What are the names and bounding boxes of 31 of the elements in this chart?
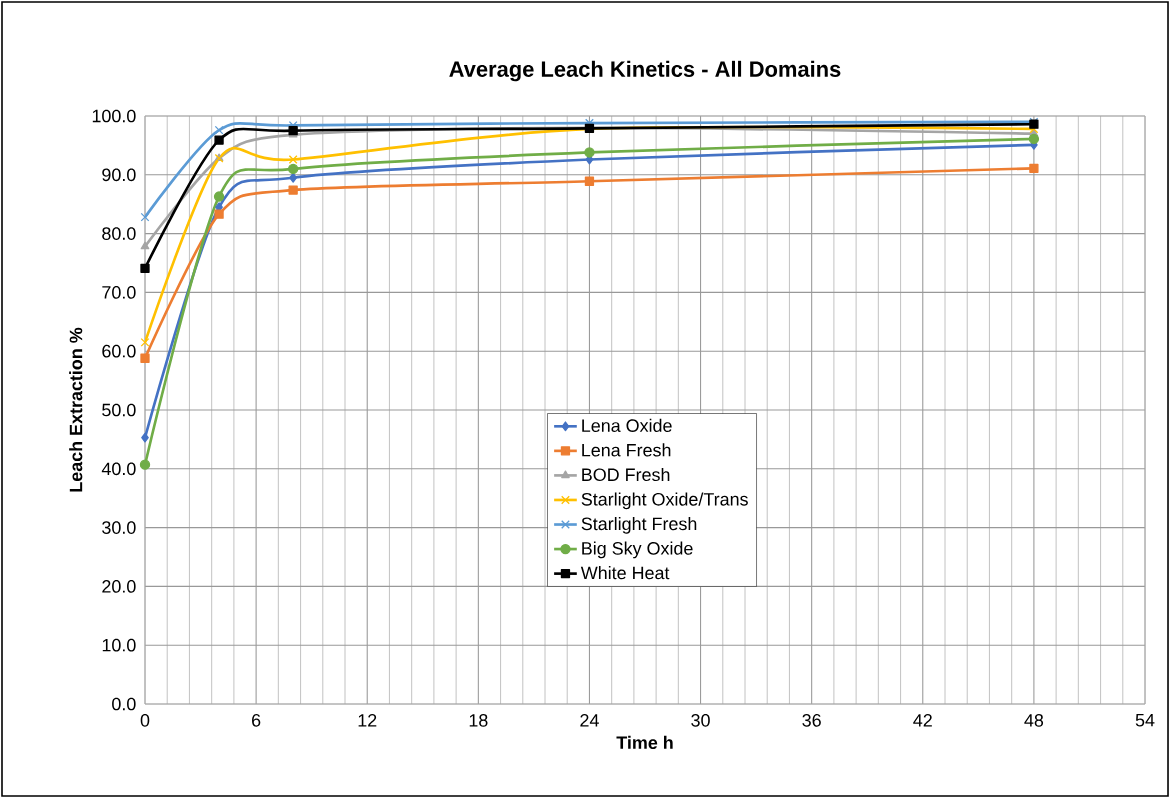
x-tick-label: 24	[580, 714, 599, 727]
x-tick-label: 6	[252, 714, 261, 727]
y-tick-label: 20.0	[102, 580, 136, 593]
y-axis-title: Leach Extraction %	[69, 327, 83, 492]
chart-title: Average Leach Kinetics - All Domains	[449, 60, 841, 82]
y-tick-label: 90.0	[102, 168, 136, 182]
x-tick-label: 12	[358, 714, 377, 727]
y-tick-label: 30.0	[102, 521, 136, 534]
y-tick-label: 100.0	[92, 109, 136, 123]
y-tick-label: 10.0	[102, 638, 136, 652]
y-tick-label: 0.0	[112, 697, 136, 711]
legend-label: BOD Fresh	[582, 467, 670, 482]
x-tick-label: 42	[913, 714, 932, 727]
y-tick-label: 50.0	[102, 403, 136, 417]
x-tick-label: 30	[691, 714, 710, 727]
legend-label: Big Sky Oxide	[582, 541, 693, 559]
y-tick-label: 60.0	[102, 344, 136, 358]
y-tick-label: 70.0	[102, 286, 136, 299]
y-tick-label: 80.0	[102, 227, 136, 240]
x-tick-label: 54	[1135, 714, 1155, 727]
legend-label: Lena Oxide	[582, 418, 672, 432]
legend-label: Starlight Fresh	[581, 517, 697, 534]
x-tick-label: 0	[140, 714, 150, 727]
y-tick-label: 40.0	[101, 462, 136, 476]
x-tick-label: 18	[469, 714, 488, 727]
x-tick-label: 48	[1024, 714, 1044, 727]
x-tick-label: 36	[802, 714, 821, 727]
legend-label: White Heat	[580, 566, 670, 580]
legend-label: Lena Fresh	[582, 443, 671, 457]
legend-label: Starlight Oxide/Trans	[581, 492, 748, 510]
x-axis-title: Time h	[616, 735, 673, 749]
